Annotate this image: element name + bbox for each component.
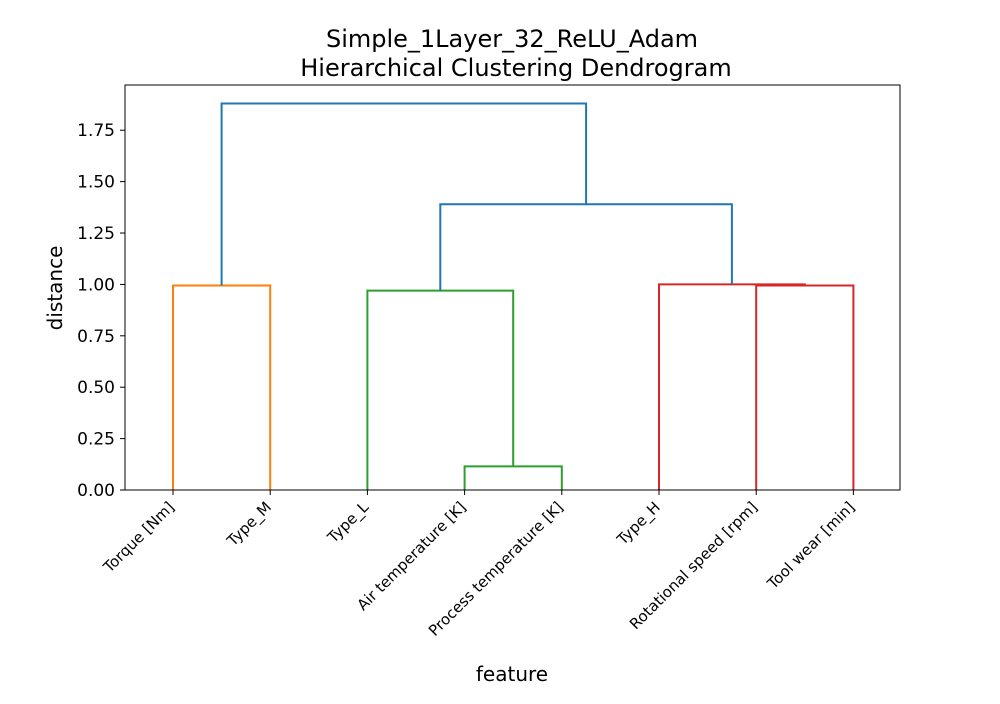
dendrogram-link-7: [220, 102, 588, 286]
x-tick-label: Type_H: [613, 498, 665, 550]
y-tick-label: 0.75: [77, 327, 115, 347]
y-tick-label: 0.00: [77, 481, 115, 501]
chart-title: Simple_1Layer_32_ReLU_Adam: [326, 25, 698, 53]
dendrogram-links: [172, 102, 855, 490]
y-tick-label: 1.25: [77, 224, 115, 244]
x-tick-label: Torque [Nm]: [99, 498, 178, 577]
x-tick-label: Tool wear [min]: [763, 498, 858, 593]
dendrogram-link-1: [172, 284, 272, 490]
x-tick-label: Type_L: [323, 498, 373, 548]
x-axis-label: feature: [476, 662, 548, 686]
y-tick-label: 0.25: [77, 430, 115, 450]
x-tick-label: Air temperature [K]: [353, 498, 469, 614]
x-tick-label: Type_M: [223, 498, 276, 551]
y-axis-label: distance: [43, 246, 67, 331]
dendrogram-link-5: [658, 283, 806, 490]
y-axis-ticks: 0.00 0.25 0.50 0.75 1.00 1.25 1.50 1.75: [77, 121, 125, 501]
y-tick-label: 1.75: [77, 121, 115, 141]
y-tick-label: 1.00: [77, 275, 115, 295]
chart-subtitle: Hierarchical Clustering Dendrogram: [300, 54, 732, 82]
y-tick-label: 0.50: [77, 378, 115, 398]
dendrogram-link-6: [439, 203, 733, 291]
y-tick-label: 1.50: [77, 173, 115, 193]
plot-frame: [124, 84, 901, 491]
dendrogram-link-3: [366, 289, 515, 490]
dendrogram-link-4: [755, 284, 855, 490]
dendrogram-link-2: [463, 465, 563, 490]
